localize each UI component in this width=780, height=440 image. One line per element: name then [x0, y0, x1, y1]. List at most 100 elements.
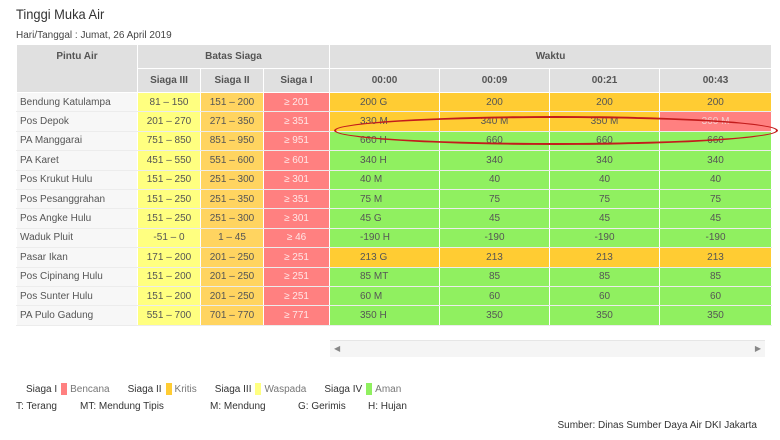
siaga-1-threshold: ≥ 301: [263, 170, 330, 190]
legend-item-siaga-4: Siaga IV Aman: [324, 383, 401, 395]
scroll-left-icon[interactable]: ◀: [334, 344, 341, 353]
table-row: PA Pulo Gadung 551 – 700 701 – 770 ≥ 771 350…: [16, 305, 773, 326]
legend-item-siaga-1: Siaga I Bencana: [26, 383, 110, 395]
siaga-1-threshold: ≥ 601: [263, 150, 330, 171]
station-name: Pos Pesanggrahan: [16, 189, 138, 210]
water-level-value: 85: [549, 267, 660, 287]
water-level-value: 213: [439, 247, 550, 268]
siaga-2-range: 251 – 350: [200, 189, 264, 210]
water-level-value: 60: [658, 286, 773, 307]
siaga-2-range: 201 – 250: [200, 247, 264, 268]
legend-title: Siaga III: [214, 383, 252, 395]
station-name: Waduk Pluit: [16, 228, 138, 249]
station-name: PA Manggarai: [16, 131, 138, 152]
siaga-2-range: 201 – 250: [200, 267, 264, 287]
header-siaga-1: Siaga I: [263, 68, 330, 93]
abbr-hujan: H: Hujan: [368, 401, 407, 412]
siaga-1-threshold: ≥ 201: [263, 92, 330, 113]
siaga-2-range: 551 – 600: [200, 150, 264, 171]
siaga-3-range: 171 – 200: [137, 247, 201, 268]
water-level-value: 40 M: [329, 170, 440, 190]
water-level-value: 350 H: [329, 305, 440, 326]
water-level-value: -190: [439, 228, 550, 249]
station-name: Pos Krukut Hulu: [16, 170, 138, 190]
table-row: Pasar Ikan 171 – 200 201 – 250 ≥ 251 213 G 21…: [16, 247, 773, 268]
siaga-3-range: 151 – 200: [137, 286, 201, 307]
siaga-3-range: 551 – 700: [137, 305, 201, 326]
legend-title: Siaga IV: [324, 383, 363, 395]
header-siaga-2: Siaga II: [200, 68, 264, 93]
siaga-3-range: 451 – 550: [137, 150, 201, 171]
water-level-value: 85 MT: [329, 267, 440, 287]
station-name: Bendung Katulampa: [16, 92, 138, 113]
siaga-1-threshold: ≥ 251: [263, 286, 330, 307]
header-row-sub: Siaga III Siaga II Siaga I 00:00 00:09 0…: [17, 68, 773, 93]
water-level-value: 660: [549, 131, 660, 152]
legend-swatch: [255, 383, 262, 395]
siaga-2-range: 251 – 300: [200, 208, 264, 229]
water-level-value: 75: [549, 189, 660, 210]
water-level-value: 40: [658, 170, 773, 190]
legend-desc: Waspada: [264, 383, 307, 395]
water-level-value: 45 G: [329, 208, 440, 229]
water-level-value: 330 M: [329, 111, 440, 132]
scroll-right-icon[interactable]: ▶: [754, 344, 761, 353]
abbr-terang: T: Terang: [16, 401, 57, 412]
water-level-value: 60: [439, 286, 550, 307]
header-pintu-air: Pintu Air: [16, 44, 138, 93]
table-row: Pos Krukut Hulu 151 – 250 251 – 300 ≥ 301 40…: [16, 170, 773, 190]
siaga-1-threshold: ≥ 251: [263, 267, 330, 287]
legend-title: Siaga II: [127, 383, 162, 395]
legend-desc: Aman: [375, 383, 402, 395]
table-row: Pos Cipinang Hulu 151 – 200 201 – 250 ≥ 251…: [16, 267, 773, 287]
water-level-value: 200: [439, 92, 550, 113]
siaga-1-threshold: ≥ 771: [263, 305, 330, 326]
station-name: Pasar Ikan: [16, 247, 138, 268]
water-level-value: 660: [439, 131, 550, 152]
water-level-value: 213 G: [329, 247, 440, 268]
legend-title: Siaga I: [26, 383, 58, 395]
header-time-0: 00:00: [329, 68, 440, 93]
water-level-value: 660: [658, 131, 773, 152]
siaga-3-range: 751 – 850: [137, 131, 201, 152]
siaga-1-threshold: ≥ 351: [263, 189, 330, 210]
page-title: Tinggi Muka Air: [16, 6, 105, 22]
legend-item-siaga-3: Siaga III Waspada: [214, 383, 307, 395]
station-name: Pos Sunter Hulu: [16, 286, 138, 307]
table-row: Pos Depok 201 – 270 271 – 350 ≥ 351 330 M 340…: [16, 111, 773, 132]
station-name: Pos Depok: [16, 111, 138, 132]
water-level-value: 350: [439, 305, 550, 326]
water-level-value: 75: [658, 189, 773, 210]
table-row: PA Karet 451 – 550 551 – 600 ≥ 601 340 H 340 3…: [16, 150, 773, 171]
water-level-value: 360 M: [658, 111, 773, 132]
siaga-1-threshold: ≥ 251: [263, 247, 330, 268]
station-name: PA Karet: [16, 150, 138, 171]
siaga-2-range: 1 – 45: [200, 228, 264, 249]
water-level-value: 660 H: [329, 131, 440, 152]
water-level-value: 40: [439, 170, 550, 190]
table-row: PA Manggarai 751 – 850 851 – 950 ≥ 951 660 H…: [16, 131, 773, 152]
water-level-value: 85: [439, 267, 550, 287]
siaga-3-range: 151 – 250: [137, 170, 201, 190]
abbr-mendung-tipis: MT: Mendung Tipis: [80, 401, 164, 412]
header-waktu: Waktu: [328, 44, 773, 69]
siaga-2-range: 251 – 300: [200, 170, 264, 190]
water-level-value: -190: [658, 228, 773, 249]
siaga-3-range: 151 – 250: [137, 208, 201, 229]
legend-swatch: [165, 383, 172, 395]
water-level-value: 213: [658, 247, 773, 268]
legend: Siaga I Bencana Siaga II Kritis Siaga II…: [26, 383, 419, 395]
water-level-value: 45: [658, 208, 773, 229]
water-level-value: 200 G: [329, 92, 440, 113]
water-level-value: 340: [658, 150, 773, 171]
water-level-value: -190: [549, 228, 660, 249]
water-level-value: 85: [658, 267, 773, 287]
siaga-2-range: 701 – 770: [200, 305, 264, 326]
water-level-value: 40: [549, 170, 660, 190]
horizontal-scrollbar[interactable]: ◀ ▶: [330, 340, 765, 357]
water-level-value: 340 M: [439, 111, 550, 132]
legend-desc: Bencana: [70, 383, 110, 395]
header-siaga-3: Siaga III: [137, 68, 201, 93]
water-level-value: 45: [549, 208, 660, 229]
station-name: Pos Angke Hulu: [16, 208, 138, 229]
